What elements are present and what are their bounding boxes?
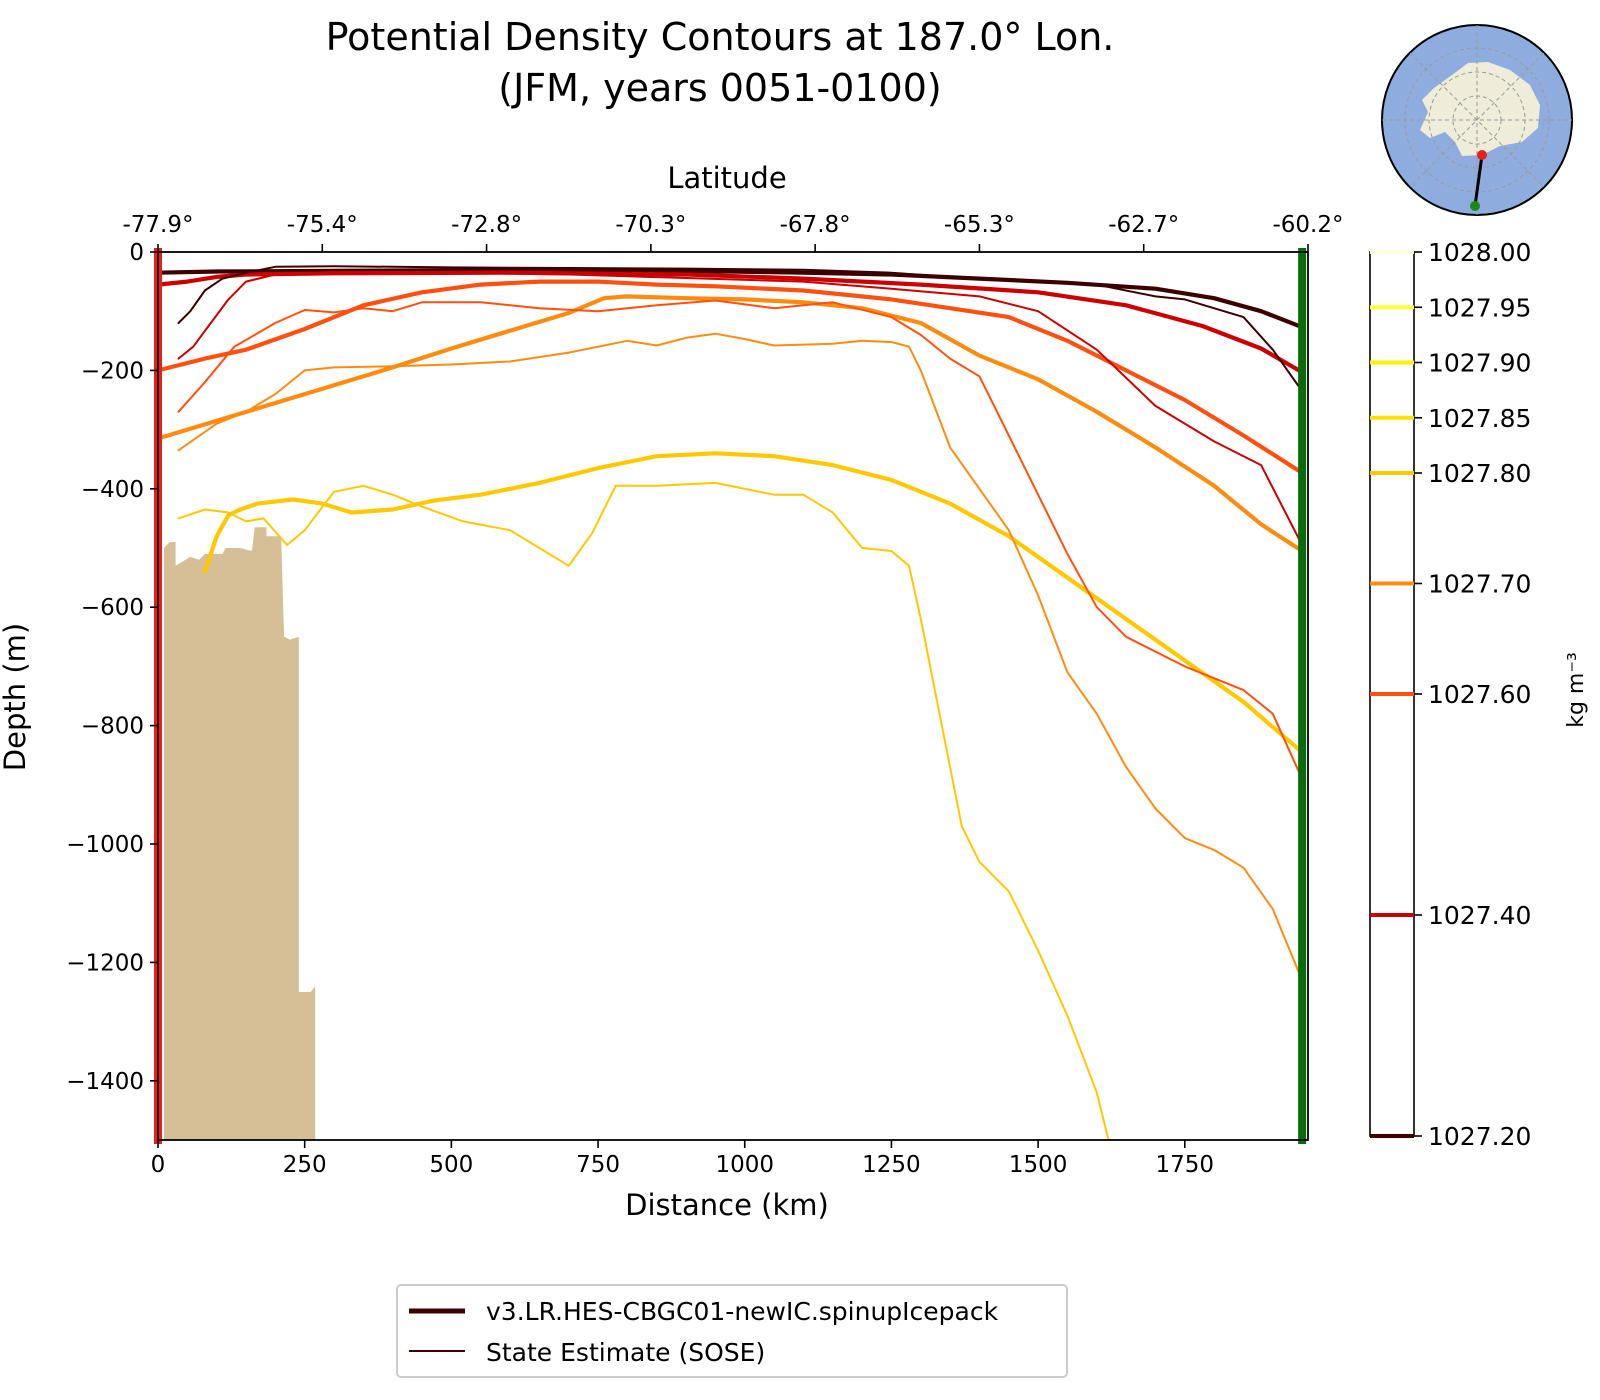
x-tick-label: 750 bbox=[576, 1152, 620, 1178]
x-tick-label: 1750 bbox=[1156, 1152, 1215, 1178]
colorbar-tick-label: 1027.90 bbox=[1428, 349, 1531, 378]
x-tick-label: 1500 bbox=[1009, 1152, 1068, 1178]
bathymetry-fill bbox=[163, 527, 316, 1140]
colorbar-tick-label: 1027.95 bbox=[1428, 293, 1531, 322]
section-line bbox=[1473, 154, 1484, 207]
colorbar: 1028.00 1027.95 1027.90 1027.85 1027.80 1027.… bbox=[1369, 238, 1531, 1151]
plot-frame bbox=[157, 251, 1309, 1141]
top-tick-label: -65.3° bbox=[944, 212, 1015, 238]
top-tick-label: -77.9° bbox=[122, 212, 193, 238]
chart-title: Potential Density Contours at 187.0° Lon… bbox=[326, 15, 1115, 59]
section-start-marker bbox=[1477, 150, 1487, 160]
inset-map bbox=[1381, 24, 1573, 216]
sose-contour-1027-7 bbox=[177, 332, 1304, 982]
sose-contour-1027-2 bbox=[177, 265, 1304, 393]
top-tick-label: -60.2° bbox=[1272, 212, 1343, 238]
sose-contour-1027-4 bbox=[177, 271, 1304, 546]
y-tick-label: −600 bbox=[81, 595, 144, 621]
top-tick-label: -72.8° bbox=[451, 212, 522, 238]
y-tick-label: −1200 bbox=[66, 950, 144, 976]
x-axis-label: Distance (km) bbox=[625, 1188, 829, 1222]
section-end-marker bbox=[1470, 201, 1480, 211]
top-tick-label: -62.7° bbox=[1108, 212, 1179, 238]
y-tick-label: −800 bbox=[81, 714, 144, 740]
y-tick-label: −1400 bbox=[66, 1069, 144, 1095]
x-tick-label: 500 bbox=[429, 1152, 473, 1178]
x-tick-label: 0 bbox=[151, 1152, 166, 1178]
model-contour-1027-7 bbox=[155, 294, 1305, 554]
legend: v3.LR.HES-CBGC01-newIC.spinupIcepack Sta… bbox=[396, 1284, 1068, 1378]
sose-contour-1027-6 bbox=[177, 299, 1304, 780]
y-axis-label: Depth (m) bbox=[0, 623, 32, 771]
colorbar-tick-label: 1027.85 bbox=[1428, 404, 1531, 433]
sose-contour-1027-8 bbox=[177, 481, 1110, 1141]
colorbar-tick-label: 1028.00 bbox=[1428, 238, 1531, 267]
y-tick-label: −400 bbox=[81, 477, 144, 503]
x-tick-label: 1000 bbox=[715, 1152, 774, 1178]
colorbar-tick-label: 1027.20 bbox=[1428, 1122, 1531, 1151]
model-contour-1027-8 bbox=[202, 451, 1305, 755]
legend-label-sose: State Estimate (SOSE) bbox=[486, 1338, 765, 1367]
top-tick-label: -67.8° bbox=[780, 212, 851, 238]
top-axis-label: Latitude bbox=[667, 161, 786, 195]
y-tick-label: −1000 bbox=[66, 832, 144, 858]
legend-label-model: v3.LR.HES-CBGC01-newIC.spinupIcepack bbox=[486, 1297, 999, 1326]
top-tick-label: -70.3° bbox=[615, 212, 686, 238]
colorbar-tick-label: 1027.70 bbox=[1428, 570, 1531, 599]
colorbar-tick-label: 1027.60 bbox=[1428, 680, 1531, 709]
plot-area: 0 250 500 750 1000 1250 1500 1750 0 −200 −400 −600 −… bbox=[66, 212, 1343, 1178]
model-contour-1027-2 bbox=[155, 267, 1305, 330]
chart-subtitle: (JFM, years 0051-0100) bbox=[498, 66, 941, 110]
colorbar-label: kg m⁻³ bbox=[1564, 652, 1589, 728]
y-tick-label: −200 bbox=[81, 358, 144, 384]
x-tick-label: 1250 bbox=[862, 1152, 921, 1178]
colorbar-tick-label: 1027.40 bbox=[1428, 901, 1531, 930]
top-tick-label: -75.4° bbox=[287, 212, 358, 238]
x-tick-label: 250 bbox=[283, 1152, 327, 1178]
y-tick-label: 0 bbox=[129, 240, 144, 266]
colorbar-tick-label: 1027.80 bbox=[1428, 459, 1531, 488]
model-contour-1027-4 bbox=[155, 270, 1305, 375]
model-contour-1027-6 bbox=[155, 279, 1305, 475]
